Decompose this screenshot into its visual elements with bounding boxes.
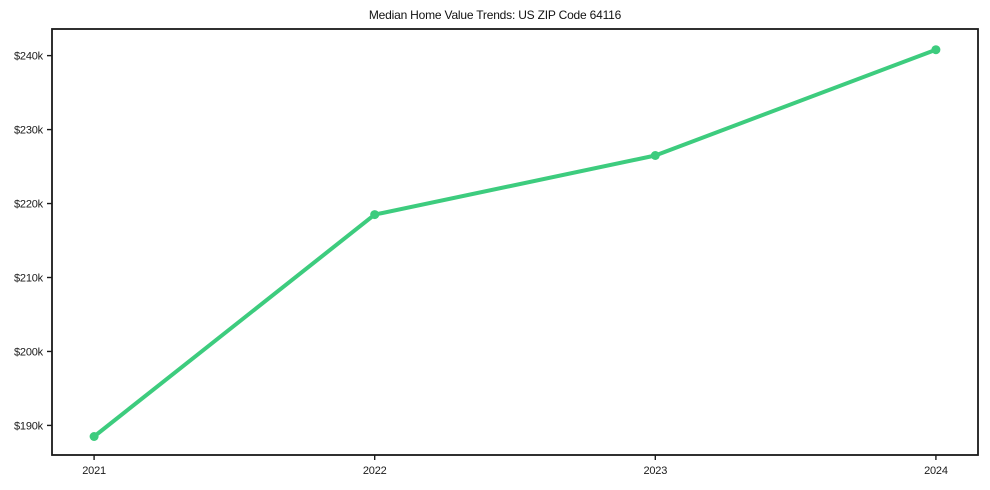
- y-tick-label: $200k: [14, 346, 44, 358]
- x-tick-label: 2022: [363, 465, 387, 477]
- trend-line: [92, 47, 938, 439]
- x-tick-label: 2021: [82, 465, 106, 477]
- data-point-marker: [931, 45, 941, 55]
- y-tick-label: $240k: [14, 51, 44, 63]
- chart-title: Median Home Value Trends: US ZIP Code 64…: [368, 8, 622, 22]
- data-point-marker: [370, 210, 380, 220]
- plot-border: [51, 28, 979, 456]
- data-point-marker: [89, 432, 99, 441]
- y-tick-label: $190k: [14, 420, 44, 432]
- x-tick-label: 2024: [924, 465, 948, 477]
- y-tick-label: $210k: [14, 273, 44, 285]
- data-point-marker: [650, 151, 660, 160]
- y-tick-label: $230k: [14, 125, 44, 137]
- x-tick-label: 2023: [643, 465, 667, 477]
- y-tick-label: $220k: [14, 199, 44, 211]
